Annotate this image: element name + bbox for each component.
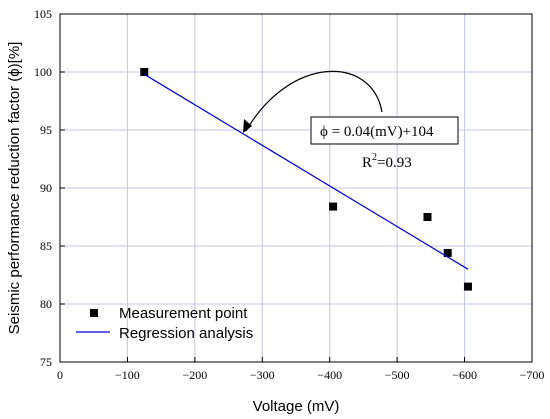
measurement-point bbox=[140, 68, 149, 76]
r-squared-superscript: 2 bbox=[372, 152, 377, 163]
y-tick-label: 90 bbox=[40, 181, 52, 195]
axis-ticks: 0 −100 −200 −300 −400 −500 −600 −700 75 80 85 90 95 1… bbox=[34, 7, 544, 382]
y-tick-label: 95 bbox=[40, 123, 52, 137]
regression-line bbox=[143, 73, 469, 270]
r-squared-text: R2=0.93 bbox=[362, 152, 412, 171]
x-tick-label: −100 bbox=[115, 368, 140, 382]
y-axis-title: Seismic performance reduction factor (ϕ)… bbox=[6, 42, 23, 335]
y-tick-label: 100 bbox=[34, 65, 52, 79]
series bbox=[140, 68, 472, 291]
legend-label-measurement: Measurement point bbox=[119, 305, 248, 322]
measurement-point bbox=[463, 282, 472, 291]
x-tick-label: −600 bbox=[452, 368, 477, 382]
annotation-arrowhead bbox=[243, 119, 252, 133]
y-tick-label: 105 bbox=[34, 7, 52, 21]
x-tick-label: −300 bbox=[250, 368, 275, 382]
y-tick-label: 85 bbox=[40, 239, 52, 253]
x-tick-label: −400 bbox=[317, 368, 342, 382]
r-squared-base: R bbox=[362, 155, 372, 171]
equation-box bbox=[310, 116, 459, 145]
x-tick-label: −500 bbox=[385, 368, 410, 382]
x-tick-label: −700 bbox=[520, 368, 545, 382]
y-tick-label: 75 bbox=[40, 355, 52, 369]
annotation-arrow bbox=[245, 70, 383, 132]
r-squared-value: =0.93 bbox=[377, 155, 412, 171]
legend-marker-measurement bbox=[90, 309, 98, 317]
x-tick-label: −200 bbox=[182, 368, 207, 382]
x-tick-label: 0 bbox=[57, 368, 63, 382]
equation-text: ϕ = 0.04(mV)+104 bbox=[320, 124, 434, 140]
y-tick-label: 80 bbox=[40, 297, 52, 311]
measurement-point bbox=[329, 202, 338, 211]
measurement-point bbox=[443, 248, 452, 257]
legend-label-regression: Regression analysis bbox=[119, 325, 253, 342]
measurement-point bbox=[423, 213, 432, 221]
x-axis-title: Voltage (mV) bbox=[253, 398, 340, 415]
